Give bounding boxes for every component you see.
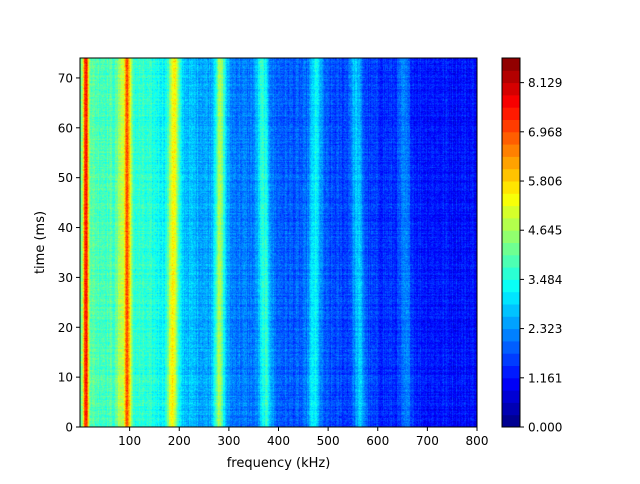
plot-area xyxy=(79,57,478,428)
colorbar-band xyxy=(502,168,520,182)
x-tick-label: 300 xyxy=(217,434,240,448)
colorbar-band xyxy=(502,58,520,71)
colorbar-tick-label: 8.129 xyxy=(528,76,562,90)
colorbar-band xyxy=(502,279,520,293)
x-tick-label: 600 xyxy=(366,434,389,448)
colorbar-band xyxy=(502,217,520,231)
colorbar-band xyxy=(502,291,520,305)
colorbar-band xyxy=(502,156,520,170)
colorbar-band xyxy=(502,94,520,108)
colorbar-tick-label: 1.161 xyxy=(528,371,562,385)
y-axis-label: time (ms) xyxy=(33,211,48,274)
x-tick-label: 500 xyxy=(317,434,340,448)
colorbar-band xyxy=(502,254,520,268)
x-axis: 100 200 300 400 500 600 700 800 xyxy=(118,427,488,448)
colorbar-band xyxy=(502,107,520,120)
y-axis: 0 10 20 30 40 50 60 70 xyxy=(58,71,80,435)
x-axis-label: frequency (kHz) xyxy=(227,456,331,471)
colorbar-band xyxy=(502,328,520,342)
colorbar-frame xyxy=(501,57,521,428)
y-tick-label: 50 xyxy=(58,171,73,185)
colorbar-tick-label: 4.645 xyxy=(528,224,562,238)
colorbar-band xyxy=(502,70,520,84)
colorbar-band xyxy=(502,119,520,133)
colorbar-band xyxy=(502,242,520,256)
colorbar-band xyxy=(502,340,520,354)
colorbar-tick-label: 0.000 xyxy=(528,421,562,435)
x-tick-label: 700 xyxy=(416,434,439,448)
colorbar-band xyxy=(502,82,520,96)
x-tick-label: 800 xyxy=(466,434,489,448)
colorbar-band xyxy=(502,144,520,157)
colorbar-band xyxy=(502,390,520,403)
x-tick-label: 100 xyxy=(118,434,141,448)
colorbar-tick-label: 3.484 xyxy=(528,273,562,287)
colorbar: 0.000 1.161 2.323 3.484 4.645 5.806 6.968 8.129 xyxy=(501,57,562,435)
colorbar-band xyxy=(502,402,520,416)
x-tick-label: 400 xyxy=(267,434,290,448)
x-tick-label: 200 xyxy=(168,434,191,448)
y-tick-label: 60 xyxy=(58,121,73,135)
heatmap-image xyxy=(80,58,477,427)
colorbar-band xyxy=(502,414,520,428)
colorbar-band xyxy=(502,316,520,330)
colorbar-tick-label: 6.968 xyxy=(528,125,562,139)
colorbar-band xyxy=(502,193,520,207)
colorbar-band xyxy=(502,304,520,317)
colorbar-band xyxy=(502,205,520,219)
colorbar-band xyxy=(502,131,520,145)
colorbar-band xyxy=(502,230,520,243)
colorbar-band xyxy=(502,353,520,366)
colorbar-bands xyxy=(502,58,520,428)
y-tick-label: 10 xyxy=(58,371,73,385)
y-tick-label: 40 xyxy=(58,221,73,235)
colorbar-band xyxy=(502,267,520,280)
colorbar-band xyxy=(502,365,520,379)
y-tick-label: 20 xyxy=(58,321,73,335)
colorbar-ticks: 0.000 1.161 2.323 3.484 4.645 5.806 6.968 8.129 xyxy=(520,76,562,435)
colorbar-band xyxy=(502,181,520,194)
colorbar-band xyxy=(502,377,520,391)
colorbar-tick-label: 5.806 xyxy=(528,175,562,189)
y-tick-label: 70 xyxy=(58,71,73,85)
y-tick-label: 0 xyxy=(65,421,73,435)
colorbar-tick-label: 2.323 xyxy=(528,322,562,336)
y-tick-label: 30 xyxy=(58,271,73,285)
